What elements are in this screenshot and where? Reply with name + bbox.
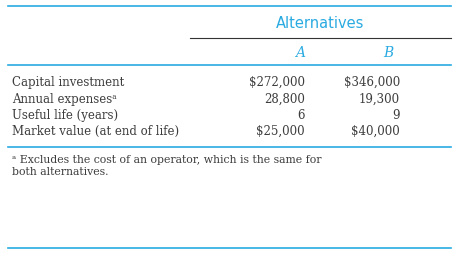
Text: Market value (at end of life): Market value (at end of life) (12, 125, 179, 138)
Text: 19,300: 19,300 (359, 93, 400, 106)
Text: $272,000: $272,000 (249, 76, 305, 89)
Text: Useful life (years): Useful life (years) (12, 109, 118, 122)
Text: 9: 9 (392, 109, 400, 122)
Text: Capital investment: Capital investment (12, 76, 124, 89)
Text: $25,000: $25,000 (257, 125, 305, 138)
Text: A: A (295, 46, 305, 60)
Text: B: B (383, 46, 393, 60)
Text: 6: 6 (297, 109, 305, 122)
Text: ᵃ Excludes the cost of an operator, which is the same for
both alternatives.: ᵃ Excludes the cost of an operator, whic… (12, 155, 321, 177)
Text: $40,000: $40,000 (351, 125, 400, 138)
Text: $346,000: $346,000 (344, 76, 400, 89)
Text: Annual expensesᵃ: Annual expensesᵃ (12, 93, 117, 106)
Text: Alternatives: Alternatives (276, 16, 364, 31)
Text: 28,800: 28,800 (264, 93, 305, 106)
